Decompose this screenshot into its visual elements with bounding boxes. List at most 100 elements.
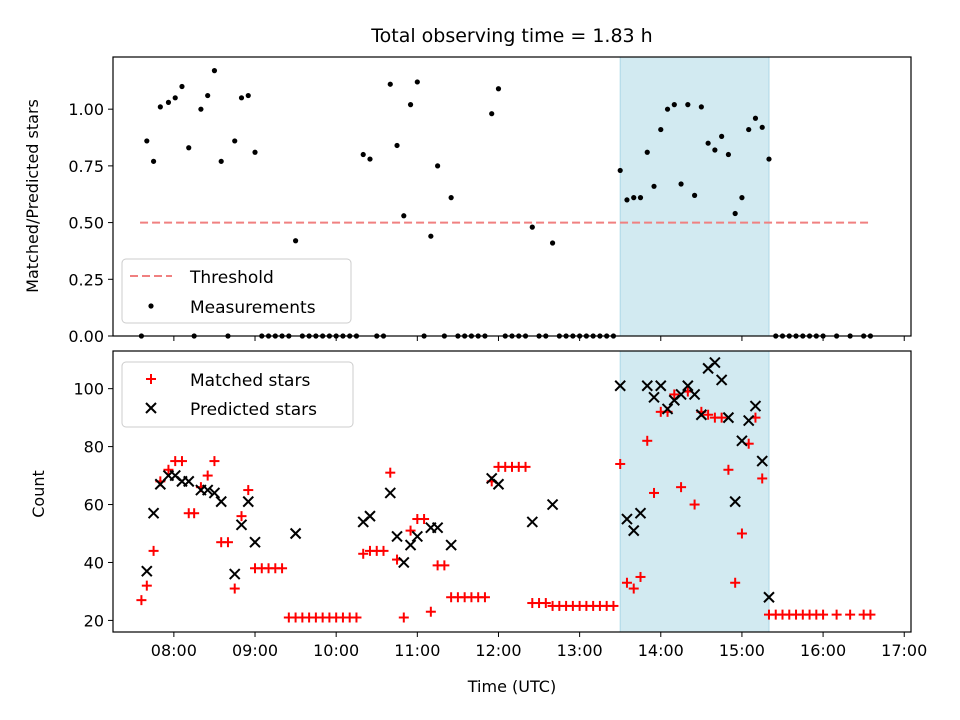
matched-stars-point — [608, 600, 619, 611]
measurement-point — [414, 79, 420, 85]
predicted-stars-point — [492, 478, 505, 490]
legend-measurement-label: Measurements — [190, 298, 316, 318]
matched-stars-point — [642, 435, 653, 446]
marker-stroke — [749, 400, 762, 412]
predicted-stars-point — [398, 556, 410, 569]
measurement-point — [766, 156, 772, 162]
measurement-point — [448, 195, 454, 201]
predicted-stars-point — [411, 530, 424, 543]
predicted-stars-point — [695, 409, 708, 421]
marker-stroke — [431, 522, 444, 534]
measurement-point — [637, 195, 644, 201]
x-tick-label: 08:00 — [151, 641, 197, 660]
predicted-stars-point — [628, 524, 640, 537]
x-tick-label: 09:00 — [232, 641, 278, 660]
measurement-point — [752, 115, 759, 121]
predicted-stars-point — [364, 510, 376, 522]
marker-stroke — [398, 556, 410, 569]
predicted-stars-point — [235, 519, 248, 531]
marker-stroke — [141, 565, 153, 577]
chart-title: Total observing time = 1.83 h — [370, 25, 652, 47]
matched-stars-point — [141, 580, 152, 591]
bottom-highlight-span — [619, 350, 770, 633]
measurement-point — [631, 195, 637, 201]
measurement-point — [678, 181, 684, 187]
bottom-panel: 20 40 60 80 100 08:00 09:00 10:00 11:00 12:00 13:0… — [73, 350, 927, 660]
matched-stars-point — [277, 563, 288, 574]
measurement-point — [685, 102, 691, 108]
marker-stroke — [682, 380, 694, 392]
marker-stroke — [404, 539, 417, 551]
measurement-point — [165, 99, 172, 105]
bottom-legend: Matched stars Predicted stars — [121, 361, 354, 428]
predicted-stars-point — [445, 539, 457, 551]
x-axis-label: Time (UTC) — [467, 677, 556, 696]
marker-stroke — [486, 472, 498, 485]
predicted-stars-point — [614, 380, 626, 392]
marker-stroke — [215, 495, 227, 508]
marker-stroke — [688, 388, 701, 401]
measurement-point — [549, 240, 556, 246]
predicted-stars-point — [201, 484, 214, 496]
x-tick-label: 17:00 — [881, 641, 927, 660]
predicted-stars-point — [709, 356, 721, 369]
marker-stroke — [715, 374, 728, 386]
measurement-point — [705, 140, 711, 146]
measurement-point — [691, 192, 698, 198]
marker-stroke — [742, 414, 755, 427]
matched-stars-point — [236, 511, 247, 522]
top-y-axis-label: Matched/Predicted stars — [23, 99, 42, 293]
measurement-point — [394, 142, 400, 149]
bottom-y-tick-label: 80 — [84, 438, 104, 457]
measurement-point — [428, 233, 434, 239]
legend-threshold-label: Threshold — [189, 268, 274, 288]
legend-predicted-label: Predicted stars — [190, 400, 317, 420]
matched-stars-point — [757, 473, 768, 484]
measurement-point — [157, 104, 163, 110]
predicted-stars-point — [661, 403, 674, 415]
predicted-stars-point — [141, 565, 153, 577]
x-tick-label: 15:00 — [719, 641, 765, 660]
marker-stroke — [621, 513, 633, 525]
matched-stars-point — [148, 545, 159, 556]
marker-stroke — [492, 478, 505, 490]
measurement-point — [698, 104, 704, 110]
legend-measurement-swatch — [148, 303, 154, 309]
bottom-y-tick-label: 100 — [73, 380, 104, 399]
marker-stroke — [722, 411, 735, 424]
predicted-stars-point — [154, 478, 167, 490]
legend-predicted-swatch — [145, 402, 157, 414]
matched-stars-point — [628, 583, 639, 594]
matched-stars-point — [425, 606, 436, 617]
marker-stroke — [147, 507, 160, 519]
predicted-stars-point — [249, 536, 261, 548]
marker-stroke — [756, 455, 768, 467]
matched-stars-point — [676, 482, 687, 493]
measurement-point — [624, 197, 630, 203]
x-tick-label: 16:00 — [800, 641, 846, 660]
matched-stars-point — [439, 560, 450, 571]
predicted-stars-point — [391, 530, 403, 543]
marker-stroke — [729, 495, 741, 508]
top-y-tick-label: 0.25 — [68, 270, 104, 289]
matched-stars-point — [730, 577, 741, 588]
predicted-stars-point — [749, 400, 762, 412]
measurement-point — [218, 158, 224, 164]
marker-stroke — [229, 568, 241, 580]
matched-stars-point — [689, 499, 700, 510]
measurement-point — [719, 133, 725, 139]
marker-stroke — [526, 516, 538, 528]
matched-stars-point — [649, 487, 660, 498]
predicted-stars-point — [289, 527, 302, 540]
measurement-point — [644, 149, 650, 155]
measurement-point — [725, 151, 732, 158]
marker-stroke — [445, 539, 457, 551]
measurement-point — [150, 158, 157, 164]
matched-stars-point — [243, 485, 254, 496]
marker-stroke — [641, 380, 653, 392]
matched-stars-point — [703, 409, 714, 420]
predicted-stars-point — [729, 495, 741, 508]
predicted-stars-point — [404, 539, 417, 551]
